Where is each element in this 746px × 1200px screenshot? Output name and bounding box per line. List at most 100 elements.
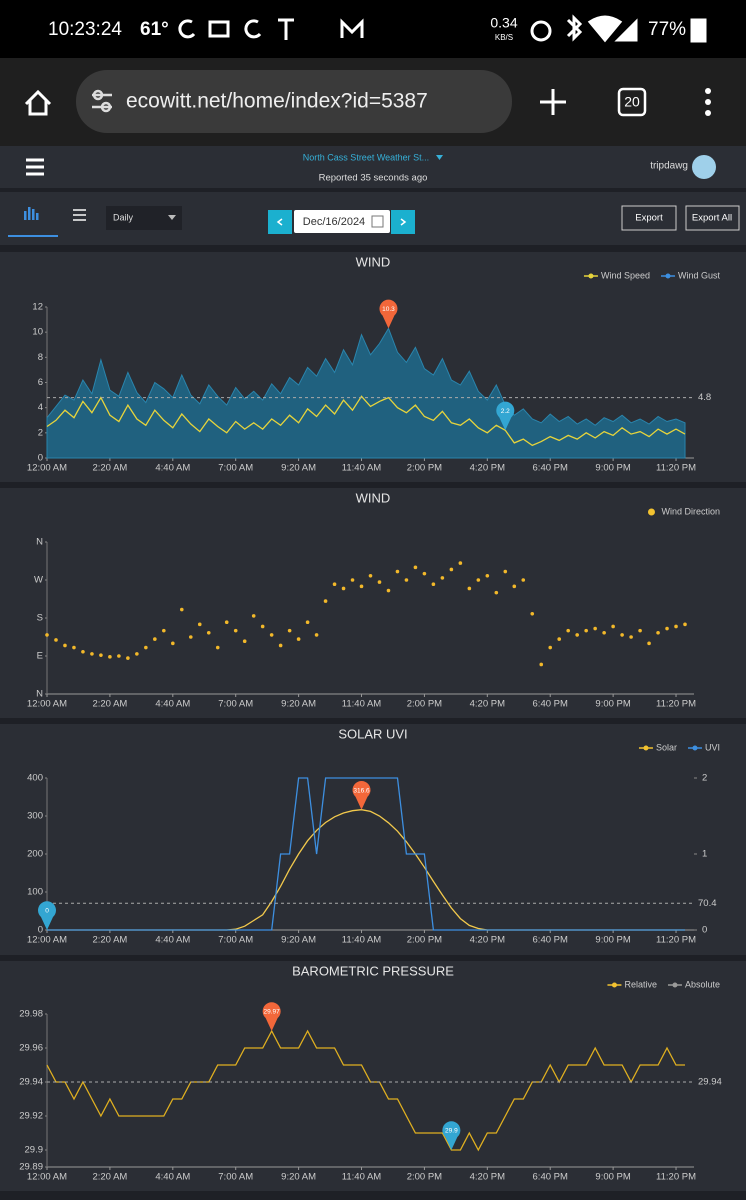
direction-dot (144, 645, 148, 650)
pin-label: 29.97 (264, 1009, 281, 1016)
y-tick-label: S (37, 613, 43, 624)
pin (262, 1002, 281, 1031)
x-tick-label: 4:20 PM (470, 463, 505, 474)
chart-view-icon[interactable] (24, 207, 39, 220)
y-tick-label: 0 (38, 925, 43, 936)
pin-marker: 2.2 (496, 401, 515, 431)
x-tick-label: 4:20 PM (470, 935, 505, 946)
status-icons (178, 14, 707, 43)
direction-dot (206, 630, 211, 635)
menu-button[interactable] (705, 88, 711, 116)
username[interactable]: tripdawg (650, 161, 688, 172)
series-line (46, 395, 686, 447)
url: ecowitt.net/home/index?id=5387 (126, 90, 428, 113)
export-label: Export (635, 213, 663, 224)
direction-dot (117, 654, 121, 658)
direction-dot (368, 573, 373, 578)
list-view-icon[interactable] (73, 209, 86, 221)
x-tick-label: 7:00 AM (218, 1172, 253, 1183)
legend-label: Solar (656, 742, 677, 752)
direction-dot (593, 626, 597, 631)
x-tick-label: 11:40 AM (342, 463, 382, 474)
next-day[interactable] (391, 210, 415, 234)
home-button[interactable] (24, 89, 52, 116)
next-arrow (400, 218, 407, 226)
battery: 77% (648, 19, 686, 40)
pin-marker: 10.3 (379, 299, 398, 329)
direction-dot (63, 643, 67, 648)
pin-label: 316.6 (353, 787, 370, 794)
avatar[interactable] (692, 155, 716, 179)
x-tick-label: 9:00 PM (595, 699, 630, 710)
direction-dot (215, 645, 220, 650)
period-select[interactable] (106, 206, 182, 230)
reported: Reported 35 seconds ago (319, 173, 428, 184)
legend-marker (647, 508, 655, 516)
x-tick-label: 11:40 AM (342, 935, 382, 946)
series-line (46, 1029, 685, 1152)
direction-dot (251, 614, 256, 618)
direction-dot (575, 633, 579, 637)
pin-label: 2.2 (501, 408, 510, 415)
export-all-button[interactable] (685, 205, 740, 231)
prev-day[interactable] (268, 210, 292, 234)
y-tick-label: 12 (32, 302, 43, 313)
direction-dot (404, 578, 409, 582)
chart-panel: WIND Wind Gust Wind Speed 0 2 4 6 8 10 12 12:00 AM… (0, 252, 746, 482)
direction-dot (108, 655, 112, 659)
new-tab[interactable] (540, 89, 566, 115)
x-tick-label: 11:40 AM (342, 1172, 382, 1183)
y-tick-label: 29.89 (19, 1162, 43, 1173)
direction-dot (45, 633, 49, 637)
x-tick-label: 7:00 AM (218, 935, 253, 946)
direction-dot (512, 584, 517, 589)
direction-dot (135, 652, 139, 656)
x-tick-label: 11:20 PM (656, 699, 696, 710)
y-tick-label: 300 (27, 811, 43, 822)
site-settings-icon[interactable] (92, 89, 112, 113)
pin-marker: 316.6 (352, 780, 371, 810)
export-button[interactable] (621, 205, 677, 231)
x-tick-label: 4:40 AM (155, 699, 190, 710)
direction-dot (162, 628, 166, 633)
direction-dot (171, 641, 175, 646)
pin-label: 0 (45, 908, 49, 915)
tab-underline (8, 235, 58, 237)
direction-dot (494, 590, 499, 595)
direction-dot (359, 584, 364, 589)
x-tick-label: 9:20 AM (281, 1172, 316, 1183)
y-tick-label: W (34, 575, 43, 586)
x-tick-label: 12:00 AM (27, 699, 67, 710)
chart-title: BAROMETRIC PRESSURE (292, 963, 454, 978)
pin (496, 401, 515, 431)
y-tick-label: 8 (38, 352, 43, 363)
direction-dot (54, 638, 58, 642)
x-tick-label: 9:20 AM (281, 699, 316, 710)
x-tick-label: 11:20 PM (656, 935, 696, 946)
url-field[interactable] (76, 70, 512, 133)
direction-dot (629, 635, 633, 639)
station-name[interactable]: North Cass Street Weather St... (303, 152, 429, 162)
direction-dot (90, 652, 94, 656)
x-tick-label: 2:00 PM (407, 463, 442, 474)
pin-marker: 29.9 (442, 1121, 461, 1150)
y-tick-label: 0 (38, 453, 43, 464)
hamburger[interactable] (26, 158, 44, 176)
direction-dot (323, 599, 328, 603)
direction-dot (602, 630, 606, 635)
x-tick-label: 4:40 AM (155, 935, 190, 946)
date-field[interactable] (294, 210, 390, 233)
direction-dot (153, 637, 157, 641)
tabs-button[interactable] (617, 87, 647, 117)
direction-dot (287, 628, 292, 633)
direction-dot (422, 571, 427, 576)
x-tick-label: 7:00 AM (218, 463, 253, 474)
station-dropdown[interactable] (436, 155, 443, 160)
legend-marker (588, 273, 594, 279)
pin (442, 1121, 461, 1150)
legend-marker (665, 273, 671, 279)
direction-dot (674, 624, 678, 629)
export-all-label: Export All (692, 213, 732, 224)
direction-dot (611, 624, 615, 629)
